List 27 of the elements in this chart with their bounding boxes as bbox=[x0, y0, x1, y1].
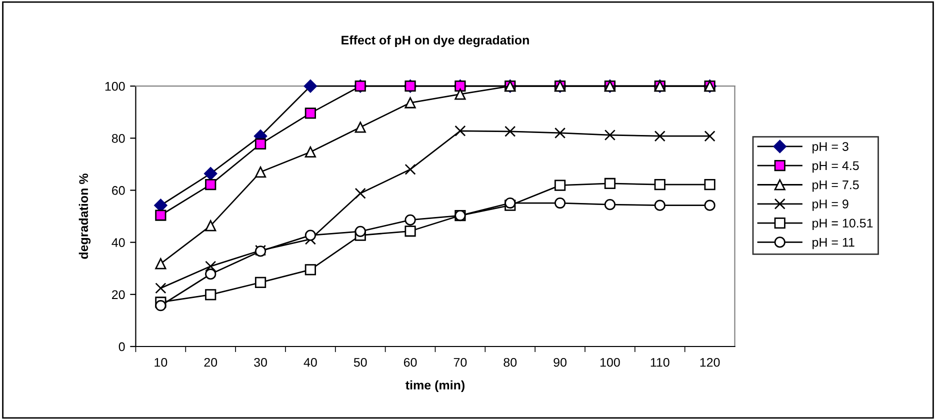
x-tick-label: 40 bbox=[304, 358, 317, 367]
x-tick-label: 50 bbox=[354, 358, 367, 367]
chart-title: Effect of pH on dye degradation bbox=[342, 35, 529, 48]
legend-label: pH = 4.5 bbox=[812, 161, 859, 173]
x-axis-title: time (min) bbox=[406, 380, 464, 392]
x-tick-label: 80 bbox=[504, 358, 517, 367]
x-tick-label: 30 bbox=[254, 358, 267, 367]
x-tick-label: 110 bbox=[650, 358, 670, 367]
x-tick-label: 20 bbox=[204, 358, 218, 367]
y-axis-title: degradation % bbox=[78, 174, 91, 259]
x-tick-label: 120 bbox=[700, 358, 720, 367]
y-tick-label: 60 bbox=[112, 186, 125, 195]
x-tick-label: 60 bbox=[404, 358, 417, 367]
legend-label: pH = 9 bbox=[812, 200, 848, 211]
x-tick-label: 100 bbox=[600, 358, 620, 367]
legend-label: pH = 10.51 bbox=[812, 218, 873, 230]
legend-label: pH = 11 bbox=[812, 238, 854, 250]
x-tick-label: 70 bbox=[454, 358, 467, 367]
y-tick-label: 80 bbox=[112, 134, 125, 143]
y-tick-label: 0 bbox=[118, 342, 125, 352]
y-tick-label: 100 bbox=[105, 82, 125, 91]
x-tick-label: 90 bbox=[554, 358, 567, 367]
legend-label: pH = 3 bbox=[812, 142, 848, 154]
legend-label: pH = 7.5 bbox=[812, 180, 859, 192]
y-tick-label: 20 bbox=[112, 290, 125, 300]
x-tick-label: 10 bbox=[154, 358, 168, 367]
y-tick-label: 40 bbox=[112, 238, 125, 247]
